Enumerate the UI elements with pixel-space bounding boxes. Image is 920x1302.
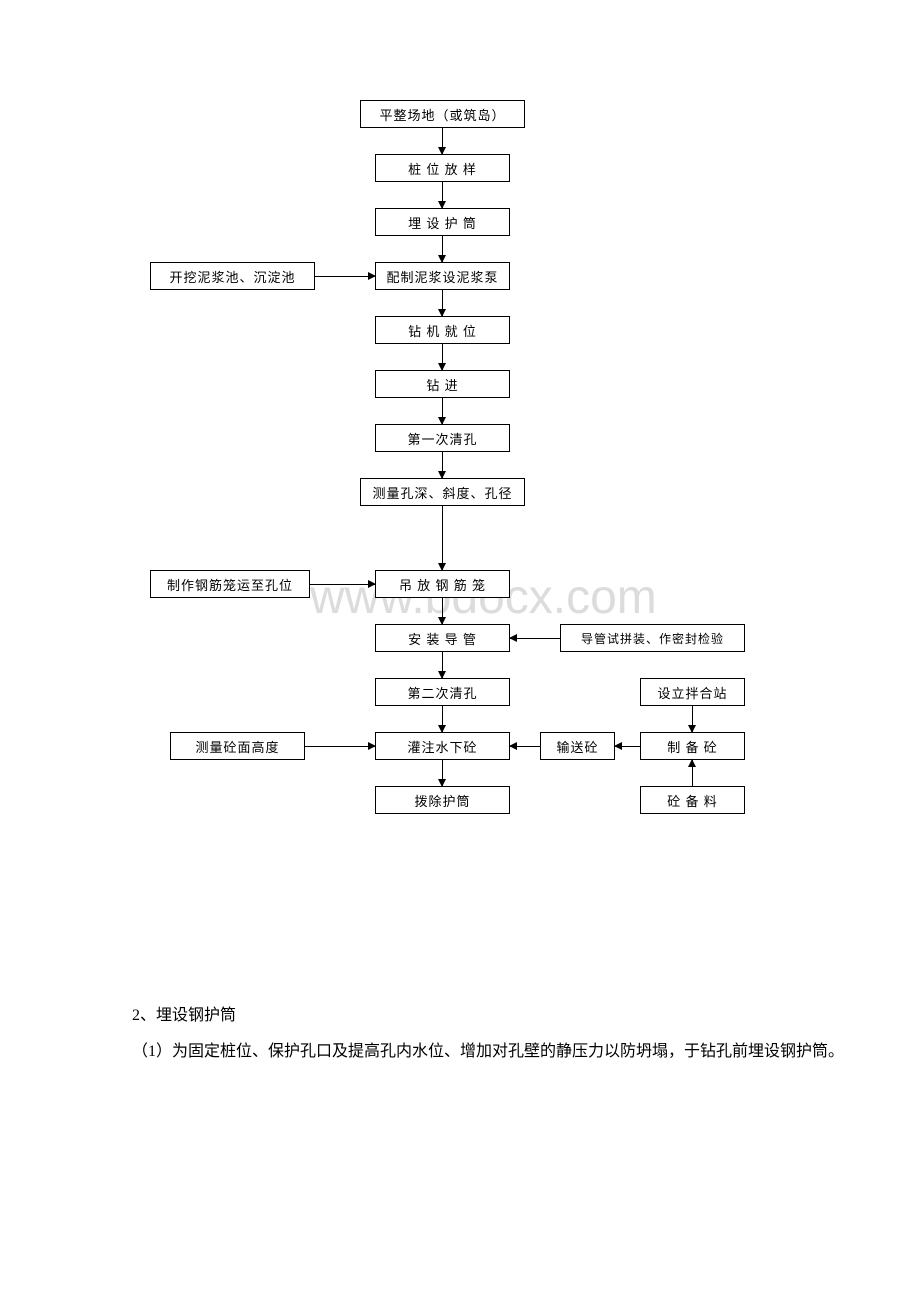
arrow bbox=[442, 452, 443, 478]
node-measure-hole: 测量孔深、斜度、孔径 bbox=[360, 478, 525, 506]
arrow bbox=[615, 746, 640, 747]
node-make-cage: 制作钢筋笼运至孔位 bbox=[150, 570, 310, 598]
node-remove-casing: 拨除护筒 bbox=[375, 786, 510, 814]
node-pour-concrete: 灌注水下砼 bbox=[375, 732, 510, 760]
node-mud-pool: 开挖泥浆池、沉淀池 bbox=[150, 262, 315, 290]
node-label: 钻 进 bbox=[426, 375, 458, 394]
node-mud-prep: 配制泥浆设泥浆泵 bbox=[375, 262, 510, 290]
node-pile-position: 桩 位 放 样 bbox=[375, 154, 510, 182]
arrow bbox=[442, 598, 443, 624]
process-flowchart: www.bdocx.com 平整场地（或筑岛） 桩 位 放 样 埋 设 护 筒 … bbox=[20, 100, 900, 940]
node-first-clean: 第一次清孔 bbox=[375, 424, 510, 452]
section-paragraph: （1）为固定桩位、保护孔口及提高孔内水位、增加对孔壁的静压力以防坍塌，于钻孔前埋… bbox=[100, 1036, 860, 1068]
node-label: 第一次清孔 bbox=[407, 429, 477, 448]
node-install-pipe: 安 装 导 管 bbox=[375, 624, 510, 652]
node-concrete-material: 砼 备 料 bbox=[640, 786, 745, 814]
node-drilling: 钻 进 bbox=[375, 370, 510, 398]
node-label: 制 备 砼 bbox=[667, 737, 718, 756]
node-label: 吊 放 钢 筋 笼 bbox=[399, 575, 486, 594]
node-second-clean: 第二次清孔 bbox=[375, 678, 510, 706]
arrow-up bbox=[692, 760, 693, 786]
node-level-site: 平整场地（或筑岛） bbox=[360, 100, 525, 128]
node-pipe-test: 导管试拼装、作密封检验 bbox=[560, 624, 745, 652]
arrow bbox=[315, 276, 375, 277]
node-measure-concrete: 测量砼面高度 bbox=[170, 732, 305, 760]
node-label: 导管试拼装、作密封检验 bbox=[581, 630, 724, 647]
node-hang-cage: 吊 放 钢 筋 笼 bbox=[375, 570, 510, 598]
arrow bbox=[442, 506, 443, 570]
node-transport-concrete: 输送砼 bbox=[540, 732, 615, 760]
node-label: 测量孔深、斜度、孔径 bbox=[372, 483, 512, 502]
arrow bbox=[510, 638, 560, 639]
node-label: 测量砼面高度 bbox=[195, 737, 279, 756]
node-label: 设立拌合站 bbox=[657, 683, 727, 702]
node-bury-casing: 埋 设 护 筒 bbox=[375, 208, 510, 236]
node-label: 灌注水下砼 bbox=[407, 737, 477, 756]
node-label: 平整场地（或筑岛） bbox=[379, 105, 505, 124]
arrow bbox=[442, 236, 443, 262]
arrow bbox=[442, 182, 443, 208]
arrow bbox=[310, 584, 375, 585]
node-mixing-station: 设立拌合站 bbox=[640, 678, 745, 706]
arrow bbox=[442, 652, 443, 678]
node-label: 桩 位 放 样 bbox=[408, 159, 477, 178]
node-label: 开挖泥浆池、沉淀池 bbox=[169, 267, 295, 286]
arrow bbox=[442, 290, 443, 316]
section-heading: 2、埋设钢护筒 bbox=[100, 1000, 860, 1032]
node-label: 制作钢筋笼运至孔位 bbox=[167, 575, 293, 594]
arrow bbox=[442, 760, 443, 786]
node-label: 砼 备 料 bbox=[667, 791, 718, 810]
node-label: 安 装 导 管 bbox=[408, 629, 477, 648]
node-label: 拨除护筒 bbox=[414, 791, 470, 810]
arrow bbox=[442, 706, 443, 732]
arrow bbox=[692, 706, 693, 732]
text-section: 2、埋设钢护筒 （1）为固定桩位、保护孔口及提高孔内水位、增加对孔壁的静压力以防… bbox=[20, 1000, 900, 1068]
node-label: 钻 机 就 位 bbox=[408, 321, 477, 340]
node-drill-position: 钻 机 就 位 bbox=[375, 316, 510, 344]
arrow bbox=[442, 128, 443, 154]
node-label: 配制泥浆设泥浆泵 bbox=[386, 267, 498, 286]
node-label: 输送砼 bbox=[556, 737, 598, 756]
arrow bbox=[442, 344, 443, 370]
arrow bbox=[510, 746, 540, 747]
node-label: 埋 设 护 筒 bbox=[408, 213, 477, 232]
arrow bbox=[442, 398, 443, 424]
arrow bbox=[305, 746, 375, 747]
node-label: 第二次清孔 bbox=[407, 683, 477, 702]
node-prepare-concrete: 制 备 砼 bbox=[640, 732, 745, 760]
